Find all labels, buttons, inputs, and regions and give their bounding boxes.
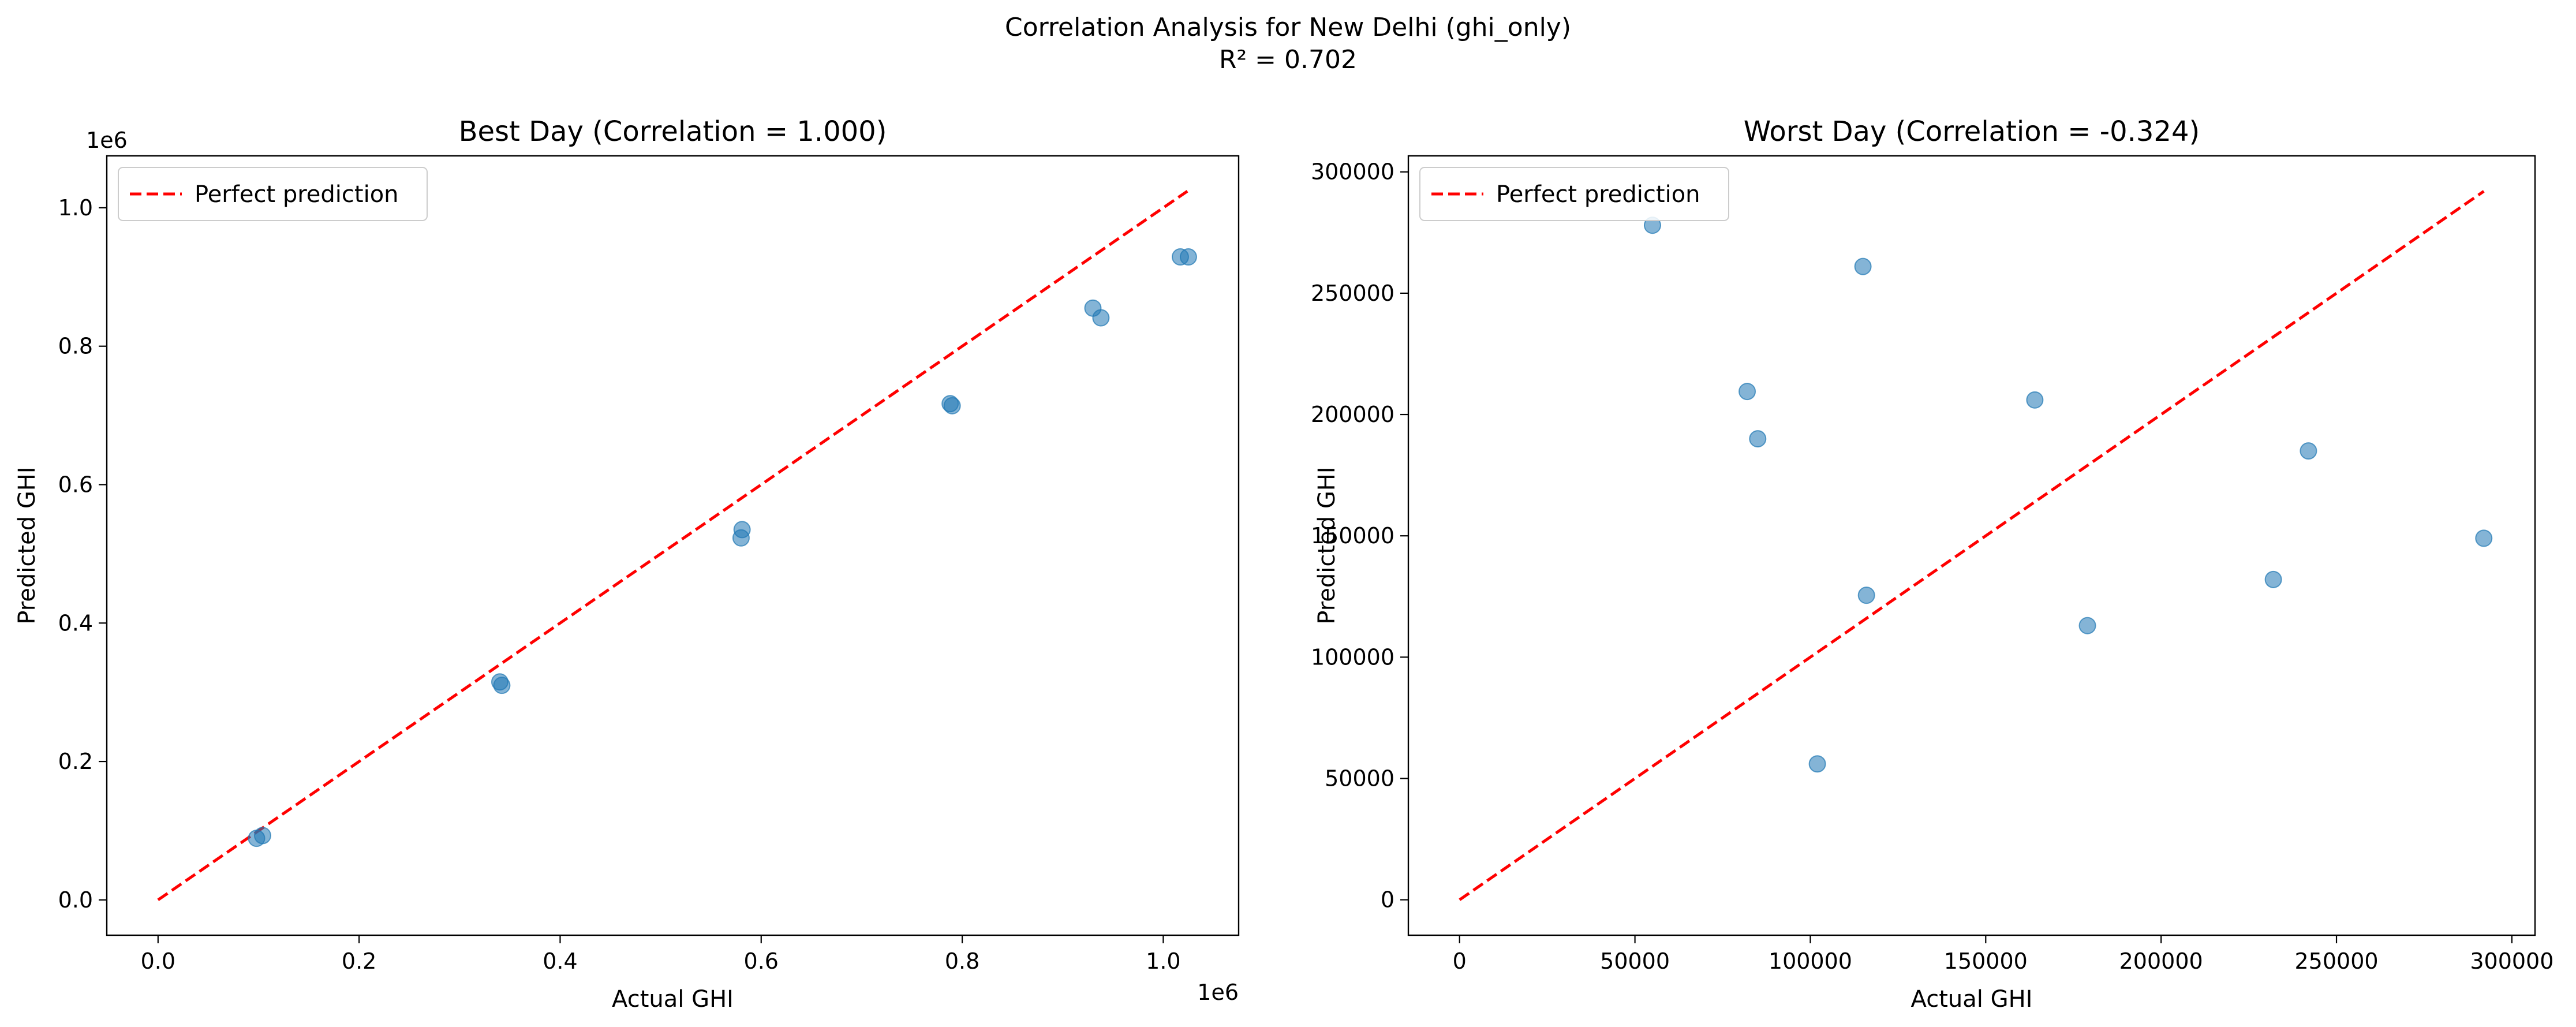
x-tick-label: 50000 [1600,948,1670,974]
perfect-prediction-line [157,190,1188,901]
data-point [943,397,961,414]
data-point [1749,430,1767,448]
data-point [2264,570,2282,588]
figure-subtitle: R² = 0.702 [1218,45,1357,74]
y-tick-label: 0.2 [58,749,93,774]
y-tick-label: 250000 [1311,281,1394,306]
x-tick-label: 100000 [1769,948,1852,974]
y-offset-label: 1e6 [86,128,128,153]
data-point [253,827,271,845]
perfect-prediction-line [1459,190,2485,901]
data-point [1854,257,1872,275]
x-tick-label: 150000 [1944,948,2028,974]
axes-frame [1407,155,2536,936]
worst-day-chart: Worst Day (Correlation = -0.324) 0 50000 10… [1311,115,2553,1013]
y-axis-label: Predicted GHI [1314,466,1340,624]
figure-suptitle: Correlation Analysis for New Delhi (ghi_… [1004,13,1572,42]
y-tick-label: 0 [1381,887,1394,913]
best-day-chart: Best Day (Correlation = 1.000) 0.0 0.2 0.4 0… [14,115,1240,1013]
legend-box [118,167,428,221]
data-point [1738,383,1756,401]
x-offset-label: 1e6 [1197,980,1239,1005]
data-point [1092,309,1110,327]
y-tick-label: 0.4 [58,610,93,636]
data-point [2026,391,2044,409]
axes-frame [106,155,1240,936]
x-axis-label: Actual GHI [1911,986,2033,1013]
data-point [493,677,511,694]
data-point [1179,248,1197,266]
x-tick-label: 0.2 [342,948,376,974]
legend-label: Perfect prediction [1496,181,1700,208]
x-tick-label: 0.8 [945,948,979,974]
chart-title: Best Day (Correlation = 1.000) [459,115,887,148]
legend-label: Perfect prediction [195,181,399,208]
x-tick-label: 200000 [2119,948,2203,974]
x-tick-label: 0.4 [543,948,577,974]
x-tick-label: 0 [1453,948,1467,974]
y-tick-label: 50000 [1325,765,1394,791]
y-tick-label: 200000 [1311,402,1394,427]
data-point [2078,617,2096,634]
data-point [2300,442,2317,460]
data-point [732,529,750,547]
y-tick-label: 100000 [1311,644,1394,670]
y-tick-label: 0.0 [58,887,93,913]
chart-title: Worst Day (Correlation = -0.324) [1744,115,2200,148]
x-tick-label: 0.6 [744,948,779,974]
y-axis-label: Predicted GHI [14,466,40,624]
y-tick-label: 0.8 [58,334,93,359]
data-point [2475,529,2493,547]
x-tick-label: 300000 [2470,948,2553,974]
x-tick-label: 0.0 [141,948,175,974]
x-tick-label: 1.0 [1146,948,1180,974]
y-tick-label: 300000 [1311,159,1394,185]
data-point [1808,755,1826,773]
x-axis-label: Actual GHI [612,986,734,1013]
y-tick-label: 1.0 [58,195,93,221]
legend-box [1419,167,1729,221]
y-tick-label: 150000 [1311,523,1394,548]
data-point [1857,587,1875,604]
x-tick-label: 250000 [2294,948,2378,974]
y-tick-label: 0.6 [58,472,93,497]
